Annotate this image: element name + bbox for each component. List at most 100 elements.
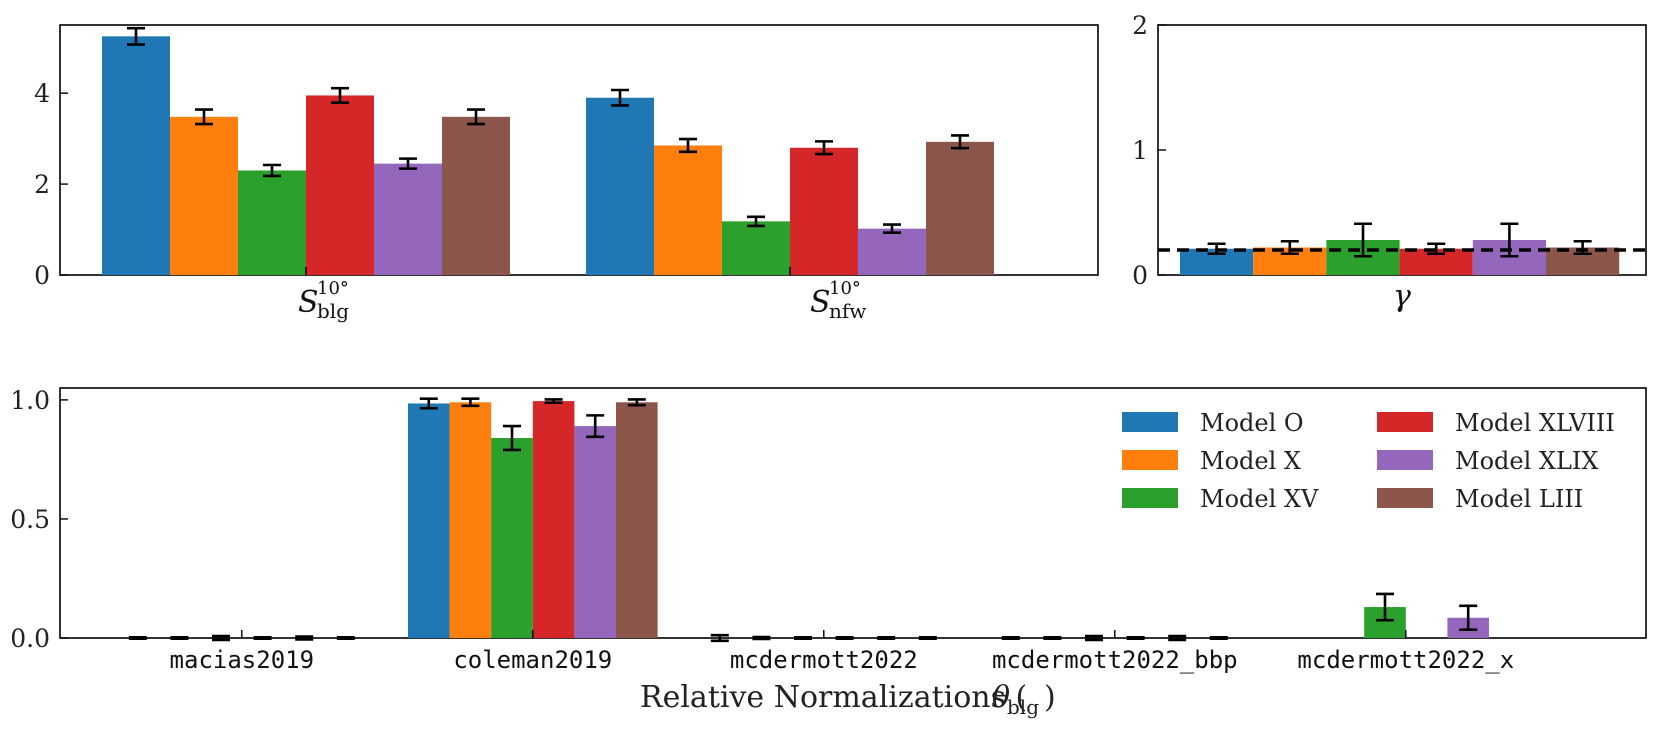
category-label-s-blg: S: [298, 285, 319, 320]
errorbar-s-nfw-10-model-xv: [747, 215, 765, 228]
errorbar-mcdermott2022-bbp-model-xv: [1085, 634, 1103, 642]
errorbar-mcdermott2022-bbp-model-xlix: [1168, 634, 1187, 642]
category-label-s-nfw-sup: 10°: [829, 278, 861, 299]
category-label-s-nfw: S: [810, 285, 831, 320]
bar-s-nfw-10-model-xlviii: [790, 147, 858, 275]
errorbar-s-blg-10-model-liii: [467, 108, 485, 126]
legend-label-model-liii: Model LIII: [1455, 485, 1583, 513]
panel-bottom-category-labels: macias2019 coleman2019 mcdermott2022 mcderm…: [170, 646, 1515, 674]
panel-top-left-yticks: 0 2 4: [34, 79, 68, 290]
legend-label-model-xv: Model XV: [1200, 485, 1319, 513]
errorbar-mcdermott2022-x-model-xlix: [1459, 604, 1478, 631]
legend-swatch-model-xlix: [1377, 450, 1433, 470]
errorbar-s-nfw-10-model-o: [611, 88, 629, 107]
bar-s-blg-10-model-xlix: [374, 163, 442, 275]
bar-coleman2019-model-x: [449, 402, 492, 638]
errorbar-s-nfw-10-model-liii: [951, 134, 969, 150]
category-label-macias2019: macias2019: [170, 646, 315, 674]
y-tick-label-0-0: 0.0: [10, 624, 50, 653]
errorbar-macias2019-model-xlix: [295, 635, 314, 641]
bar-coleman2019-model-xlviii: [532, 401, 575, 638]
errorbar-mcdermott2022-model-xlix: [877, 635, 896, 641]
panel-bottom-yticks: 0.0 0.5 1.0: [10, 386, 68, 653]
errorbar-macias2019-model-liii: [336, 635, 355, 641]
bar-s-nfw-10-model-liii: [926, 141, 994, 275]
panel-top-right-bars: [1158, 222, 1646, 275]
y-tick-label-2: 2: [1132, 11, 1148, 40]
legend-label-model-xlviii: Model XLVIII: [1455, 409, 1615, 437]
errorbar-macias2019-model-xlviii: [253, 635, 272, 641]
legend-label-model-xlix: Model XLIX: [1455, 447, 1598, 475]
bar-s-nfw-10-model-xlix: [858, 228, 926, 275]
bar-s-blg-10-model-liii: [442, 116, 510, 276]
legend-label-model-o: Model O: [1200, 409, 1304, 437]
errorbar-coleman2019-model-xlviii: [544, 398, 563, 405]
y-tick-label-2: 2: [34, 170, 50, 199]
errorbar-coleman2019-model-liii: [627, 398, 646, 407]
errorbar-mcdermott2022-model-liii: [918, 635, 937, 641]
errorbar-s-blg-10-model-o: [127, 26, 145, 46]
errorbar-macias2019-model-x: [170, 635, 189, 641]
errorbar-mcdermott2022-model-x: [752, 635, 771, 641]
bar-s-blg-10-model-x: [170, 116, 238, 276]
errorbar-s-blg-10-model-xv: [263, 163, 281, 178]
bar-s-blg-10-model-xv: [238, 170, 306, 275]
panel-top-right-yticks: 0 1 2: [1132, 11, 1166, 290]
bar-coleman2019-model-liii: [616, 402, 658, 638]
errorbar-coleman2019-model-x: [461, 397, 480, 408]
category-label-s-blg-sub: blg: [317, 299, 349, 323]
errorbar-mcdermott2022-x-model-xv: [1376, 592, 1394, 622]
panel-top-right-frame: [1157, 24, 1647, 276]
errorbar-mcdermott2022-bbp-model-xlviii: [1126, 635, 1145, 641]
bar-s-nfw-10-model-o: [586, 97, 654, 276]
x-axis-label-theta-sub: blg: [1007, 695, 1039, 719]
errorbar-coleman2019-model-xlix: [586, 414, 605, 439]
errorbar-mcdermott2022-bbp-model-o: [1001, 635, 1020, 641]
legend: Model O Model X Model XV Model XLVIII Model …: [1122, 409, 1615, 513]
errorbar-mcdermott2022-bbp-model-liii: [1209, 635, 1228, 641]
y-tick-label-1: 1: [1132, 136, 1148, 165]
x-axis-label: Relative Normalizations (: [640, 680, 1027, 715]
errorbar-mcdermott2022-model-xlviii: [835, 635, 854, 641]
errorbar-s-nfw-10-model-xlviii: [815, 140, 833, 156]
panel-bottom-bars: [128, 397, 1489, 643]
category-label-mcdermott2022-bbp: mcdermott2022_bbp: [992, 646, 1238, 674]
errorbar-s-blg-10-model-xlix: [399, 157, 417, 170]
errorbar--model-x: [1280, 239, 1299, 256]
bar-s-nfw-10-model-x: [654, 145, 722, 275]
category-label-s-nfw-sub: nfw: [829, 299, 866, 323]
legend-swatch-model-liii: [1377, 488, 1433, 508]
legend-swatch-model-o: [1122, 412, 1178, 432]
y-tick-label-4: 4: [34, 79, 50, 108]
errorbar-s-nfw-10-model-x: [679, 137, 697, 154]
bar-s-nfw-10-model-xv: [722, 221, 790, 275]
category-label-gamma: γ: [1393, 279, 1411, 314]
errorbar-macias2019-model-o: [128, 635, 147, 641]
errorbar-s-blg-10-model-xlviii: [331, 86, 349, 105]
panel-top-left-frame: [59, 24, 1099, 276]
y-tick-label-0: 0: [1132, 261, 1148, 290]
legend-swatch-model-xv: [1122, 488, 1178, 508]
bar-coleman2019-model-xv: [491, 438, 533, 638]
legend-swatch-model-x: [1122, 450, 1178, 470]
errorbar-coleman2019-model-xv: [503, 424, 521, 452]
x-axis-label-close: ): [1044, 680, 1056, 715]
errorbar-s-nfw-10-model-xlix: [883, 223, 901, 235]
errorbar-mcdermott2022-model-o: [710, 633, 729, 643]
category-label-coleman2019: coleman2019: [453, 646, 612, 674]
y-tick-label-1-0: 1.0: [10, 386, 50, 415]
errorbar-mcdermott2022-bbp-model-x: [1043, 635, 1062, 641]
errorbar-coleman2019-model-o: [419, 397, 438, 410]
bar-s-blg-10-model-xlviii: [306, 95, 374, 275]
category-label-mcdermott2022: mcdermott2022: [730, 646, 918, 674]
category-label-s-blg-sup: 10°: [317, 278, 349, 299]
category-label-mcdermott2022-x: mcdermott2022_x: [1297, 646, 1514, 674]
legend-label-model-x: Model X: [1200, 447, 1301, 475]
x-axis-label-theta: θ: [992, 680, 1010, 715]
y-tick-label-0-5: 0.5: [10, 505, 50, 534]
errorbar-mcdermott2022-model-xv: [794, 635, 812, 641]
errorbar--model-xv: [1354, 222, 1372, 258]
errorbar--model-xlviii: [1427, 242, 1446, 256]
y-tick-label-0: 0: [34, 261, 50, 290]
